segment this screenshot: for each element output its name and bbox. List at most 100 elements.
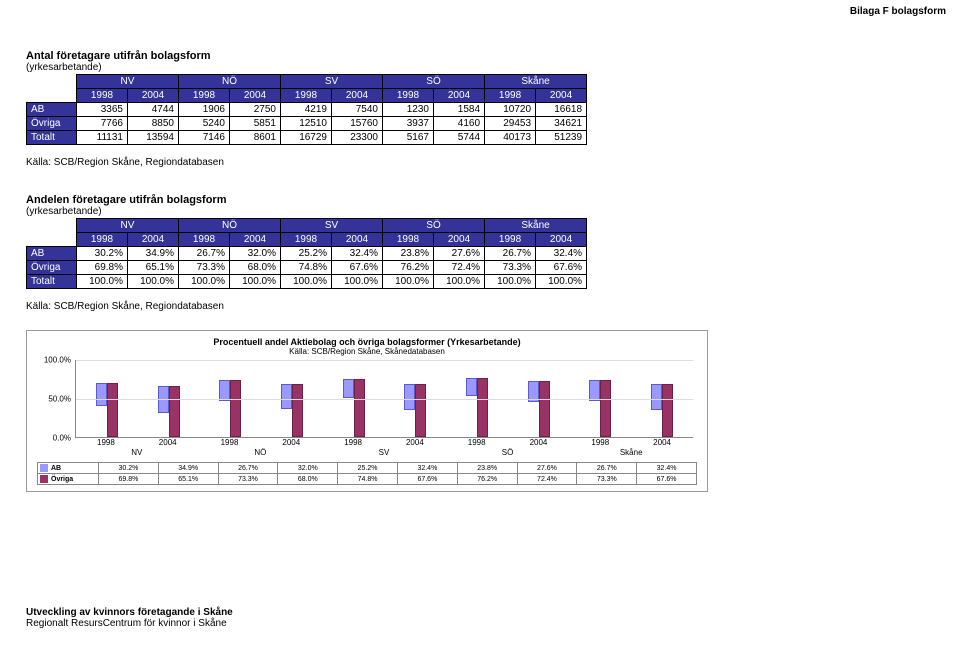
legend-value: 27.6% [517, 463, 577, 474]
row-label: AB [27, 103, 77, 117]
cell: 40173 [485, 131, 536, 145]
x-axis-years: 1998200419982004199820041998200419982004 [75, 438, 693, 447]
legend-value: 73.3% [577, 474, 637, 485]
cell: 1906 [179, 103, 230, 117]
cell: 100.0% [434, 275, 485, 289]
legend-value: 72.4% [517, 474, 577, 485]
header-cell: 2004 [332, 89, 383, 103]
table-abs: NVNÖSVSÖSkåne199820041998200419982004199… [26, 74, 587, 145]
bar-pair [589, 380, 611, 437]
x-group-label: Skåne [569, 447, 693, 460]
legend-value: 25.2% [338, 463, 398, 474]
cell: 7146 [179, 131, 230, 145]
legend-value: 67.6% [637, 474, 697, 485]
table-pct: NVNÖSVSÖSkåne199820041998200419982004199… [26, 218, 587, 289]
y-tick-label: 50.0% [48, 395, 71, 404]
bar-ab [281, 384, 292, 409]
bar-pair [343, 379, 365, 437]
cell: 100.0% [383, 275, 434, 289]
cell: 30.2% [77, 247, 128, 261]
cell: 5744 [434, 131, 485, 145]
plot-area: 0.0%50.0%100.0% [37, 360, 697, 438]
legend-value: 76.2% [457, 474, 517, 485]
cell: 100.0% [536, 275, 587, 289]
legend-value: 30.2% [99, 463, 159, 474]
x-year-label: 1998 [199, 438, 261, 447]
cell: 67.6% [536, 261, 587, 275]
header-cell: SV [281, 75, 383, 89]
bar-ab [343, 379, 354, 399]
y-axis: 0.0%50.0%100.0% [37, 360, 75, 438]
cell: 26.7% [485, 247, 536, 261]
header-cell: SÖ [383, 219, 485, 233]
gridline [76, 360, 693, 361]
header-cell: 2004 [536, 233, 587, 247]
header-cell: 1998 [485, 89, 536, 103]
row-label: Övriga [27, 117, 77, 131]
row-label: AB [27, 247, 77, 261]
footer-line-1: Utveckling av kvinnors företagande i Skå… [26, 607, 233, 618]
header-cell: 2004 [230, 89, 281, 103]
legend-value: 34.9% [158, 463, 218, 474]
cell: 100.0% [485, 275, 536, 289]
x-axis-groups: NVNÖSVSÖSkåne [75, 447, 693, 460]
cell: 67.6% [332, 261, 383, 275]
cell: 29453 [485, 117, 536, 131]
legend-value: 65.1% [158, 474, 218, 485]
header-cell: 1998 [281, 233, 332, 247]
cell: 16618 [536, 103, 587, 117]
x-group-label: NV [75, 447, 199, 460]
cell: 32.4% [332, 247, 383, 261]
row-label: Totalt [27, 275, 77, 289]
cell: 25.2% [281, 247, 332, 261]
bar-pair [219, 380, 241, 437]
header-cell: 1998 [383, 89, 434, 103]
page-footer: Utveckling av kvinnors företagande i Skå… [26, 607, 233, 629]
x-year-label: 1998 [569, 438, 631, 447]
header-cell: 1998 [485, 233, 536, 247]
header-cell [27, 219, 77, 233]
table-pct-title: Andelen företagare utifrån bolagsform [26, 194, 934, 206]
bar-övriga [662, 384, 673, 437]
cell: 100.0% [77, 275, 128, 289]
x-year-label: 2004 [631, 438, 693, 447]
header-cell: SV [281, 219, 383, 233]
legend-swatch [40, 475, 48, 483]
legend-value: 74.8% [338, 474, 398, 485]
table-abs-source: Källa: SCB/Region Skåne, Regiondatabasen [26, 157, 934, 168]
cell: 76.2% [383, 261, 434, 275]
header-cell: 2004 [128, 233, 179, 247]
bar-övriga [107, 383, 118, 437]
bar-övriga [477, 378, 488, 437]
cell: 23300 [332, 131, 383, 145]
legend-value: 23.8% [457, 463, 517, 474]
cell: 3365 [77, 103, 128, 117]
cell: 8850 [128, 117, 179, 131]
x-group-label: SV [322, 447, 446, 460]
bar-övriga [354, 379, 365, 437]
chart-legend-table: AB30.2%34.9%26.7%32.0%25.2%32.4%23.8%27.… [37, 462, 697, 485]
cell: 68.0% [230, 261, 281, 275]
header-cell: 1998 [179, 89, 230, 103]
cell: 73.3% [485, 261, 536, 275]
x-year-label: 2004 [508, 438, 570, 447]
header-cell: NV [77, 219, 179, 233]
legend-value: 32.4% [397, 463, 457, 474]
header-cell: 2004 [536, 89, 587, 103]
cell: 8601 [230, 131, 281, 145]
bar-pair [281, 384, 303, 437]
cell: 32.0% [230, 247, 281, 261]
legend-value: 69.8% [99, 474, 159, 485]
chart-subtitle: Källa: SCB/Region Skåne, Skånedatabasen [27, 347, 707, 360]
x-year-label: 1998 [75, 438, 137, 447]
cell: 72.4% [434, 261, 485, 275]
bar-övriga [230, 380, 241, 437]
y-tick-label: 100.0% [44, 356, 71, 365]
cell: 13594 [128, 131, 179, 145]
legend-value: 32.4% [637, 463, 697, 474]
bar-övriga [415, 384, 426, 437]
legend-value: 68.0% [278, 474, 338, 485]
content: Antal företagare utifrån bolagsform (yrk… [26, 50, 934, 492]
header-cell [27, 89, 77, 103]
cell: 7766 [77, 117, 128, 131]
